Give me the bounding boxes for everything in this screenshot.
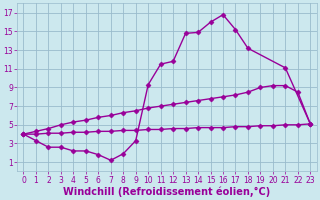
X-axis label: Windchill (Refroidissement éolien,°C): Windchill (Refroidissement éolien,°C): [63, 186, 270, 197]
